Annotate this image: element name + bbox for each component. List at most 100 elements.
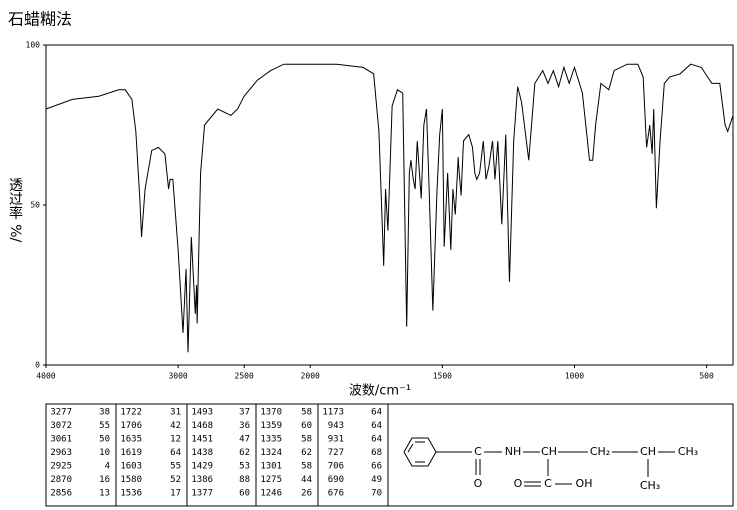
atom-label: O (514, 477, 523, 490)
peak-transmittance: 64 (371, 435, 382, 445)
peak-wavenumber: 727 (328, 448, 344, 458)
peak-wavenumber: 1468 (191, 421, 213, 431)
peak-wavenumber: 1603 (120, 462, 142, 472)
peak-transmittance: 47 (239, 435, 250, 445)
y-tick-label: 100 (26, 41, 41, 50)
peak-transmittance: 64 (371, 408, 382, 418)
peak-wavenumber: 1429 (191, 462, 213, 472)
plot-frame (45, 44, 734, 366)
atom-label: CH (640, 445, 656, 458)
chart-title: 石蜡糊法 (8, 10, 72, 29)
x-tick-label: 1500 (433, 372, 452, 381)
peak-transmittance: 60 (301, 421, 312, 431)
x-axis-label: 波数/cm⁻¹ (349, 384, 411, 399)
peak-transmittance: 17 (170, 489, 181, 499)
peak-wavenumber: 1706 (120, 421, 142, 431)
peak-transmittance: 38 (99, 408, 110, 418)
atom-label: CH (541, 445, 557, 458)
x-tick-label: 4000 (36, 372, 55, 381)
x-tick-label: 3000 (168, 372, 187, 381)
peak-transmittance: 58 (301, 462, 312, 472)
peak-transmittance: 42 (170, 421, 181, 431)
atom-label: CH₃ (678, 445, 698, 458)
atom-label: CH₃ (640, 479, 660, 492)
table-frame (45, 403, 734, 507)
peak-wavenumber: 1580 (120, 475, 142, 485)
x-tick-label: 1000 (565, 372, 584, 381)
peak-wavenumber: 1246 (260, 489, 282, 499)
peak-transmittance: 36 (239, 421, 250, 431)
y-tick-label: 0 (35, 361, 40, 370)
peak-wavenumber: 931 (328, 435, 344, 445)
peak-wavenumber: 690 (328, 475, 344, 485)
peak-wavenumber: 1335 (260, 435, 282, 445)
peak-transmittance: 49 (371, 475, 382, 485)
peak-wavenumber: 1451 (191, 435, 213, 445)
peak-transmittance: 4 (105, 462, 110, 472)
atom-label: CH₂ (590, 445, 610, 458)
peak-transmittance: 55 (99, 421, 110, 431)
peak-wavenumber: 1377 (191, 489, 213, 499)
peak-transmittance: 88 (239, 475, 250, 485)
peak-transmittance: 62 (239, 448, 250, 458)
peak-wavenumber: 1173 (322, 408, 344, 418)
peak-wavenumber: 2870 (50, 475, 72, 485)
peak-transmittance: 53 (239, 462, 250, 472)
peak-transmittance: 64 (371, 421, 382, 431)
peak-wavenumber: 1619 (120, 448, 142, 458)
peak-wavenumber: 1275 (260, 475, 282, 485)
peak-wavenumber: 1536 (120, 489, 142, 499)
peak-wavenumber: 1386 (191, 475, 213, 485)
peak-transmittance: 58 (301, 408, 312, 418)
x-tick-label: 2000 (301, 372, 320, 381)
peak-transmittance: 64 (170, 448, 181, 458)
x-tick-label: 500 (699, 372, 714, 381)
y-axis-label: 透过率 %/ (7, 178, 23, 243)
peak-wavenumber: 1370 (260, 408, 282, 418)
peak-transmittance: 62 (301, 448, 312, 458)
peak-wavenumber: 1493 (191, 408, 213, 418)
peak-wavenumber: 1438 (191, 448, 213, 458)
peak-transmittance: 26 (301, 489, 312, 499)
peak-wavenumber: 706 (328, 462, 344, 472)
peak-transmittance: 10 (99, 448, 110, 458)
peak-transmittance: 16 (99, 475, 110, 485)
atom-label: NH (505, 445, 522, 458)
spectrum-line (45, 63, 734, 353)
structure: C NH CH CH₂ CH CH₃ O O C OH CH₃ (403, 437, 698, 492)
peak-wavenumber: 3277 (50, 408, 72, 418)
peak-wavenumber: 1301 (260, 462, 282, 472)
peak-wavenumber: 2963 (50, 448, 72, 458)
atom-label: OH (576, 477, 593, 490)
peak-wavenumber: 676 (328, 489, 344, 499)
peak-transmittance: 50 (99, 435, 110, 445)
peak-wavenumber: 3061 (50, 435, 72, 445)
peak-transmittance: 70 (371, 489, 382, 499)
atom-label: C (474, 445, 482, 458)
peak-transmittance: 52 (170, 475, 181, 485)
peak-wavenumber: 2925 (50, 462, 72, 472)
peak-transmittance: 55 (170, 462, 181, 472)
peak-transmittance: 58 (301, 435, 312, 445)
peak-transmittance: 13 (99, 489, 110, 499)
atom-label: C (544, 477, 552, 490)
peak-wavenumber: 1722 (120, 408, 142, 418)
peak-transmittance: 31 (170, 408, 181, 418)
peak-transmittance: 44 (301, 475, 312, 485)
peak-wavenumber: 1324 (260, 448, 282, 458)
atom-label: O (474, 477, 483, 490)
peak-wavenumber: 1359 (260, 421, 282, 431)
peak-wavenumber: 3072 (50, 421, 72, 431)
peak-wavenumber: 2856 (50, 489, 72, 499)
peak-wavenumber: 1635 (120, 435, 142, 445)
peak-wavenumber: 943 (328, 421, 344, 431)
peak-transmittance: 12 (170, 435, 181, 445)
peak-transmittance: 37 (239, 408, 250, 418)
peak-transmittance: 66 (371, 462, 382, 472)
peak-transmittance: 68 (371, 448, 382, 458)
y-tick-label: 50 (30, 201, 40, 210)
x-tick-label: 2500 (235, 372, 254, 381)
peak-transmittance: 60 (239, 489, 250, 499)
